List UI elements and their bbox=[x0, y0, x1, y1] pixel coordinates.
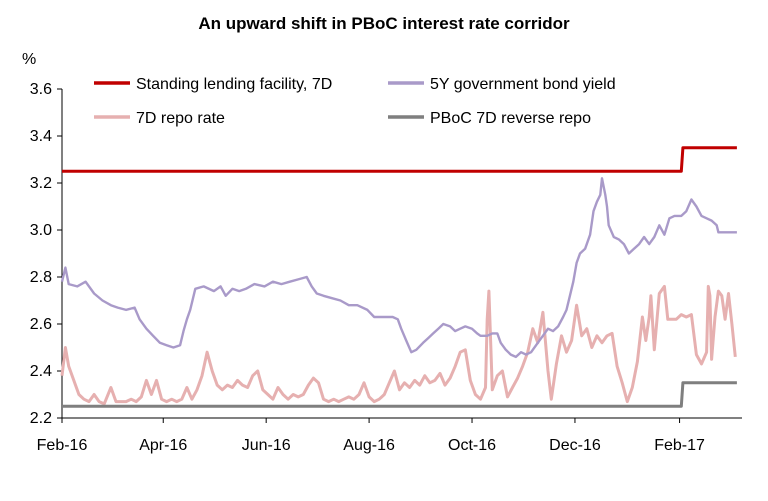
y-tick-label: 3.0 bbox=[30, 222, 52, 239]
series-line-3 bbox=[62, 381, 737, 408]
x-tick-label: Aug-16 bbox=[343, 437, 395, 454]
x-tick-label: Feb-16 bbox=[37, 437, 88, 454]
y-tick-label: 3.6 bbox=[30, 81, 52, 98]
y-tick-label: 2.8 bbox=[30, 269, 52, 286]
series-line-0 bbox=[62, 146, 737, 173]
x-tick-label: Dec-16 bbox=[549, 437, 601, 454]
y-tick-label: 3.2 bbox=[30, 175, 52, 192]
legend-label-3: PBoC 7D reverse repo bbox=[430, 110, 591, 127]
x-tick-label: Jun-16 bbox=[242, 437, 291, 454]
legend-label-0: Standing lending facility, 7D bbox=[136, 76, 332, 93]
chart-title: An upward shift in PBoC interest rate co… bbox=[198, 14, 570, 33]
legend-label-2: 7D repo rate bbox=[136, 110, 225, 127]
y-tick-label: 2.4 bbox=[30, 363, 52, 380]
y-tick-label: 2.2 bbox=[30, 410, 52, 427]
axes: % 2.2 2.4 2.6 2.8 3.0 3.2 3.4 3.6 Feb-16 Apr-16 Jun… bbox=[22, 51, 742, 454]
legend: Standing lending facility, 7D 5Y governme… bbox=[94, 76, 616, 127]
y-tick-label: 3.4 bbox=[30, 128, 52, 145]
x-tick-label: Feb-17 bbox=[654, 437, 705, 454]
y-axis-unit-label: % bbox=[22, 51, 36, 68]
x-tick-label: Oct-16 bbox=[448, 437, 496, 454]
series-line-1 bbox=[60, 177, 737, 359]
series-line-2 bbox=[60, 284, 737, 406]
x-tick-label: Apr-16 bbox=[139, 437, 187, 454]
series-lines bbox=[60, 146, 737, 408]
y-tick-label: 2.6 bbox=[30, 316, 52, 333]
legend-label-1: 5Y government bond yield bbox=[430, 76, 616, 93]
